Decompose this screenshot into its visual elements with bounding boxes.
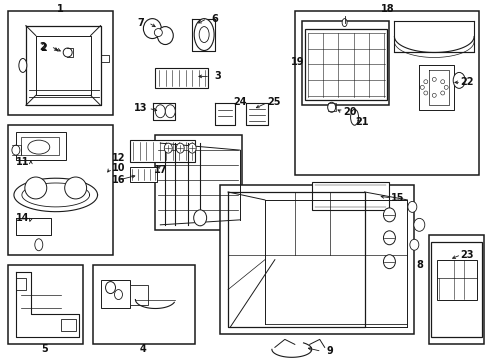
Bar: [21, 137, 59, 155]
Ellipse shape: [350, 109, 358, 125]
Text: 21: 21: [354, 117, 367, 127]
Text: 12: 12: [112, 153, 125, 163]
Ellipse shape: [420, 85, 424, 89]
Text: 4: 4: [140, 345, 146, 354]
Ellipse shape: [105, 282, 115, 293]
Ellipse shape: [154, 28, 162, 37]
Ellipse shape: [114, 289, 122, 300]
Bar: [16, 278, 26, 289]
Ellipse shape: [165, 105, 175, 118]
Text: 2: 2: [41, 42, 47, 53]
Ellipse shape: [28, 140, 50, 154]
Bar: [130, 140, 195, 162]
Ellipse shape: [452, 72, 464, 88]
Text: 15: 15: [390, 193, 403, 203]
Text: 23: 23: [459, 250, 473, 260]
Bar: [220, 185, 413, 334]
Ellipse shape: [64, 177, 86, 199]
Ellipse shape: [431, 77, 435, 81]
Text: 2: 2: [40, 41, 46, 51]
Text: 1: 1: [57, 4, 64, 14]
Text: 8: 8: [415, 260, 422, 270]
Text: 9: 9: [325, 346, 332, 356]
Ellipse shape: [25, 177, 47, 199]
Text: 22: 22: [459, 77, 473, 87]
Bar: [304, 28, 386, 100]
Bar: [294, 11, 478, 175]
Text: 7: 7: [137, 18, 143, 28]
Bar: [301, 21, 388, 105]
Ellipse shape: [12, 145, 20, 155]
Text: 20: 20: [342, 107, 356, 117]
Bar: [430, 242, 481, 337]
Bar: [428, 235, 483, 345]
Ellipse shape: [199, 27, 209, 42]
Ellipse shape: [383, 231, 395, 245]
Bar: [101, 280, 130, 307]
Ellipse shape: [188, 143, 196, 153]
Ellipse shape: [164, 143, 172, 153]
Bar: [8, 265, 82, 345]
Text: 14: 14: [16, 213, 30, 223]
Bar: [155, 135, 242, 230]
Text: 6: 6: [211, 14, 218, 24]
Ellipse shape: [407, 201, 416, 212]
Ellipse shape: [193, 210, 206, 226]
Text: 19: 19: [290, 58, 304, 67]
Text: 18: 18: [380, 4, 393, 14]
Ellipse shape: [413, 219, 424, 231]
Bar: [436, 260, 476, 300]
Ellipse shape: [327, 102, 335, 112]
Ellipse shape: [409, 239, 418, 250]
Bar: [155, 68, 208, 88]
Ellipse shape: [440, 80, 444, 84]
Bar: [61, 319, 76, 332]
Ellipse shape: [440, 91, 444, 95]
Text: 16: 16: [112, 175, 125, 185]
Ellipse shape: [155, 105, 165, 118]
Ellipse shape: [383, 255, 395, 269]
Ellipse shape: [19, 58, 27, 72]
Ellipse shape: [157, 27, 173, 45]
Bar: [16, 132, 65, 160]
Bar: [130, 167, 157, 182]
Ellipse shape: [35, 239, 42, 251]
Text: 13: 13: [133, 103, 147, 113]
Ellipse shape: [431, 93, 435, 97]
Text: 3: 3: [214, 71, 221, 81]
Bar: [92, 265, 195, 345]
Ellipse shape: [194, 19, 214, 50]
Bar: [311, 182, 388, 210]
Text: 24: 24: [233, 97, 246, 107]
Bar: [8, 125, 112, 255]
Ellipse shape: [443, 85, 447, 89]
Text: 17: 17: [153, 165, 167, 175]
Ellipse shape: [383, 208, 395, 222]
Ellipse shape: [423, 80, 427, 84]
Ellipse shape: [143, 19, 161, 39]
Ellipse shape: [342, 19, 346, 27]
Text: 25: 25: [266, 97, 280, 107]
Bar: [130, 285, 148, 305]
Text: 11: 11: [16, 157, 30, 167]
Text: 5: 5: [41, 345, 48, 354]
Bar: [8, 11, 112, 115]
Ellipse shape: [176, 143, 184, 153]
Text: 10: 10: [112, 163, 125, 173]
Ellipse shape: [423, 91, 427, 95]
Ellipse shape: [63, 48, 72, 57]
